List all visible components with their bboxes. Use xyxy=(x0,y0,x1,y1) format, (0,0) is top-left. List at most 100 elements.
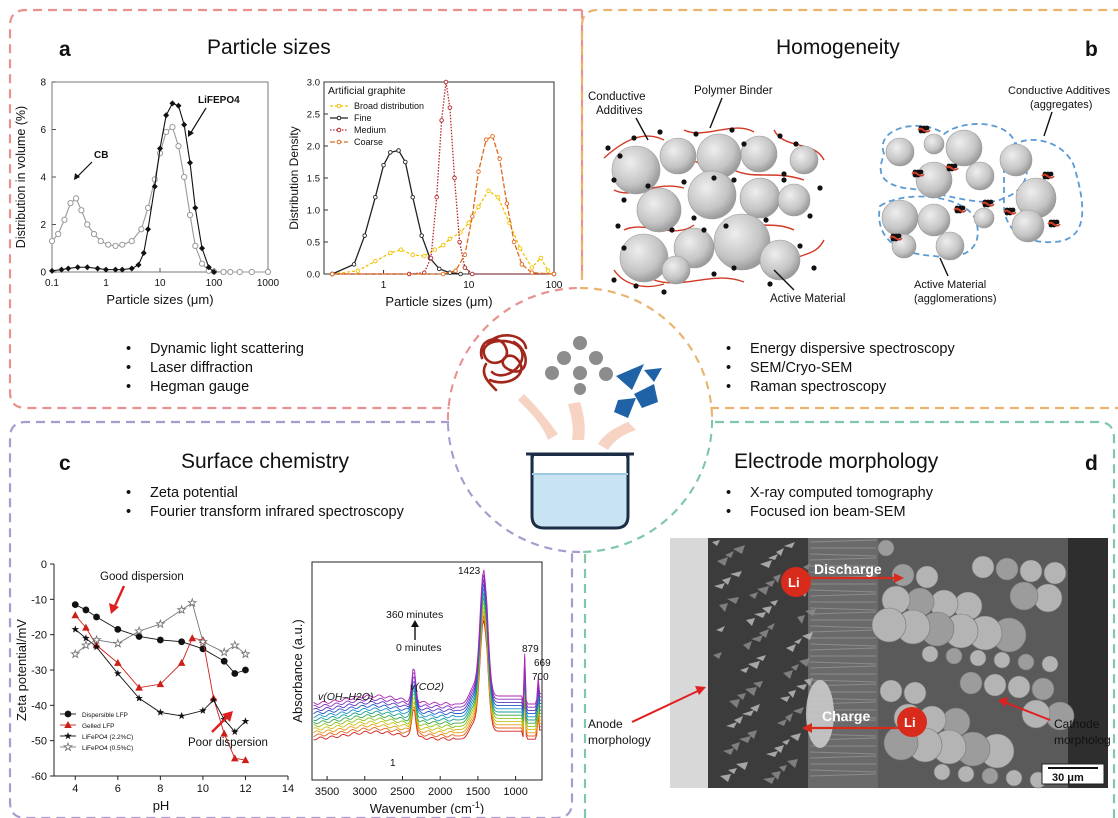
cathode-particle xyxy=(981,767,999,785)
x-tick-label: 2500 xyxy=(390,786,414,798)
separator-fiber xyxy=(809,755,877,759)
active-particle xyxy=(935,231,965,261)
aggregate-dot xyxy=(918,169,924,175)
data-point xyxy=(178,638,186,646)
peak-label-700: 700 xyxy=(532,672,549,683)
aggregate-dot xyxy=(1010,207,1016,213)
data-point xyxy=(199,706,207,714)
electrode-morphology-sem: Li Discharge Li Charge 30 μm Anode morphology C… xyxy=(588,538,1111,789)
data-point xyxy=(169,124,176,131)
annotation-arrow xyxy=(112,585,126,609)
agglomerated-mixture xyxy=(878,123,1084,261)
graphite-flake xyxy=(787,759,798,768)
y-tick-label: 2 xyxy=(40,220,46,231)
technique-fib-sem: Focused ion beam-SEM xyxy=(726,503,933,522)
data-point xyxy=(187,159,194,166)
data-point xyxy=(220,268,227,276)
panel-b-title: Homogeneity xyxy=(776,36,900,59)
x-axis-label: pH xyxy=(153,798,170,813)
cathode-particle xyxy=(995,557,1019,581)
spectrum-curve xyxy=(313,606,542,732)
aggregate-dot xyxy=(896,233,902,239)
conductive-additive-dot xyxy=(781,171,787,177)
graphite-flake xyxy=(790,733,801,741)
conductive-additive-dot xyxy=(781,177,787,183)
data-point xyxy=(511,239,517,245)
data-point xyxy=(65,265,72,272)
data-point xyxy=(529,270,535,275)
ftir-spectra-chart: 3500 3000 2500 2000 1500 1000 Wavenumber (cm-1… xyxy=(290,561,551,814)
data-point xyxy=(177,658,186,666)
series-line xyxy=(51,102,215,273)
data-point xyxy=(186,211,194,219)
technique-xct: X-ray computed tomography xyxy=(726,484,933,503)
data-point xyxy=(373,194,378,200)
data-point xyxy=(74,264,81,271)
annotation-arrowhead xyxy=(74,173,80,180)
data-point xyxy=(381,162,386,168)
data-point xyxy=(330,271,335,277)
anode-pointer xyxy=(631,689,701,723)
conductive-additive-dot xyxy=(729,127,735,133)
label-leader xyxy=(939,257,949,277)
annotation-arrow xyxy=(211,715,229,733)
data-point xyxy=(177,711,186,720)
conductive-additive-dot xyxy=(711,271,717,277)
annotation-cb: CB xyxy=(94,150,108,161)
spectrum-curve xyxy=(313,583,542,716)
x-axis-label: Wavenumber (cm-1) xyxy=(370,800,484,814)
data-point xyxy=(97,238,104,245)
active-particle xyxy=(687,170,737,220)
data-point xyxy=(199,245,206,252)
separator-fiber xyxy=(809,611,877,615)
data-point xyxy=(517,246,523,251)
conductive-additive-dot xyxy=(621,197,627,203)
graphite-flake xyxy=(748,661,760,669)
active-particle xyxy=(945,129,983,167)
conductive-additive-dot xyxy=(611,277,617,283)
binder-tangle-icon xyxy=(479,334,528,392)
data-point xyxy=(388,250,393,256)
graphite-flake xyxy=(766,751,778,757)
data-point xyxy=(90,230,98,238)
graphite-flake xyxy=(737,693,746,700)
data-point xyxy=(112,638,123,648)
data-point xyxy=(209,696,218,704)
label-active-material: Active Material xyxy=(770,293,845,305)
data-point xyxy=(443,79,449,85)
data-point xyxy=(486,188,491,194)
data-point xyxy=(373,258,378,264)
data-point xyxy=(220,657,228,665)
conductive-additive-dot xyxy=(741,141,747,147)
x-tick-label: 100 xyxy=(206,278,223,289)
plot-frame xyxy=(51,81,269,273)
label-active-agglomerations: Active Material xyxy=(914,279,986,291)
aggregate-binder xyxy=(889,235,903,241)
y-axis-label: Distribution Density xyxy=(287,126,301,229)
separator-fiber xyxy=(809,625,877,629)
data-point xyxy=(440,242,446,248)
cathode-particle xyxy=(1007,675,1031,699)
graphite-flake xyxy=(725,551,734,558)
annotation-lifepo4: LiFEPO4 xyxy=(198,95,240,106)
annotation-arrow xyxy=(75,161,93,179)
data-point xyxy=(362,233,367,238)
graphite-flake xyxy=(720,774,731,782)
graphite-flake xyxy=(765,580,775,587)
time-label-0: 0 minutes xyxy=(396,642,442,654)
x-tick-label: 10 xyxy=(463,280,475,291)
cathode-particle xyxy=(993,651,1011,669)
data-point xyxy=(188,634,197,642)
graphite-flake xyxy=(794,638,802,644)
legend-label: LiFePO4 (0.5%C) xyxy=(82,745,133,752)
series-1 xyxy=(49,100,217,275)
band-label-co2: v(CO2) xyxy=(410,681,444,693)
data-point xyxy=(519,262,525,267)
data-point xyxy=(156,708,165,716)
cathode-particle xyxy=(933,763,951,781)
data-point xyxy=(114,658,122,666)
aggregate-binder xyxy=(953,207,967,213)
cathode-particle xyxy=(879,679,903,703)
graphite-flake xyxy=(757,586,769,595)
legend-marker xyxy=(64,721,72,728)
